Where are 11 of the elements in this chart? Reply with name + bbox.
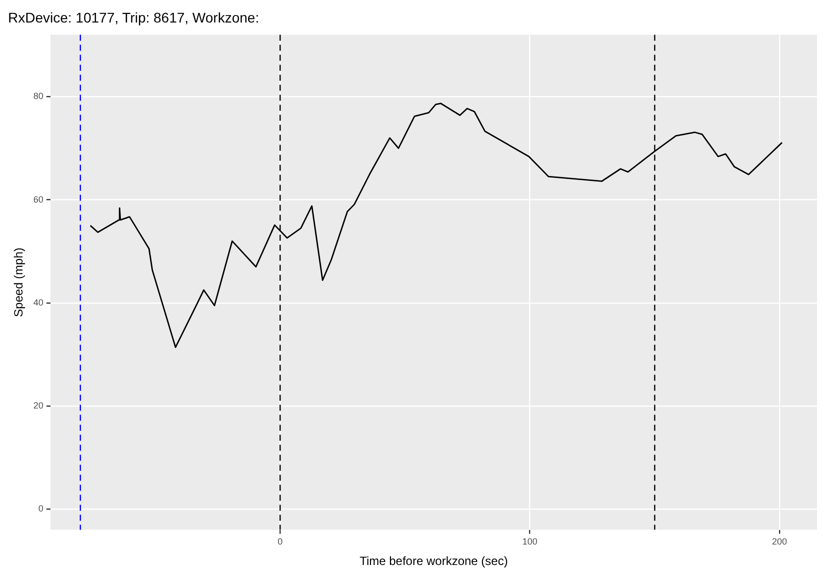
y-tick-label: 20 bbox=[33, 400, 44, 411]
y-tick-label: 40 bbox=[33, 297, 44, 308]
y-tick-label: 80 bbox=[33, 91, 44, 102]
y-axis-title: Speed (mph) bbox=[12, 248, 26, 317]
y-tick-label: 60 bbox=[33, 194, 44, 204]
chart-title: RxDevice: 10177, Trip: 8617, Workzone: bbox=[8, 9, 260, 26]
y-tick-label: 0 bbox=[38, 504, 44, 514]
x-tick-label: 100 bbox=[522, 536, 538, 547]
x-tick-label: 0 bbox=[278, 536, 283, 547]
x-axis-title: Time before workzone (sec) bbox=[360, 554, 508, 568]
x-tick-label: 200 bbox=[772, 536, 788, 547]
